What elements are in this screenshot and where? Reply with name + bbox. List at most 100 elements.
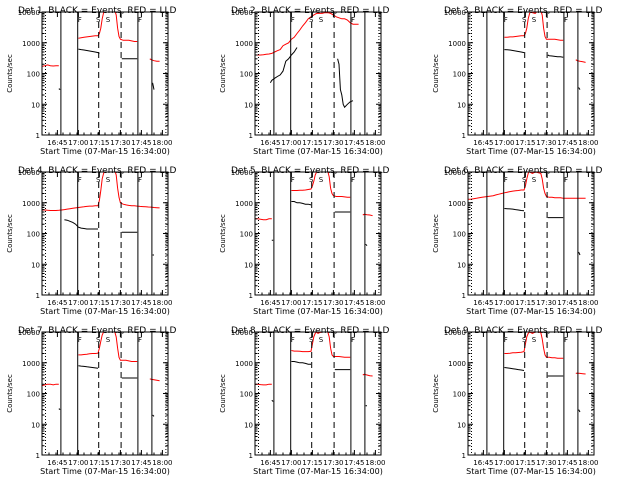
x-tick-label: 17:30 bbox=[110, 139, 130, 147]
x-tick-label: 18:00 bbox=[365, 459, 385, 467]
x-axis-label: Start Time (07-Mar-15 16:34:00) bbox=[40, 147, 170, 156]
y-tick-label: 10000 bbox=[231, 9, 253, 17]
x-tick-label: 17:45 bbox=[344, 299, 364, 307]
events-series bbox=[504, 367, 581, 413]
marker-label: S bbox=[532, 16, 537, 24]
x-tick-label: 16:45 bbox=[260, 459, 280, 467]
x-tick-label: 18:00 bbox=[152, 299, 172, 307]
x-tick-label: 16:45 bbox=[47, 139, 67, 147]
x-tick-label: 17:45 bbox=[557, 139, 577, 147]
y-tick-label: 100 bbox=[240, 391, 253, 399]
x-tick-label: 18:00 bbox=[578, 459, 598, 467]
y-tick-label: 10 bbox=[244, 261, 253, 269]
x-tick-label: 17:45 bbox=[344, 459, 364, 467]
x-tick-label: 17:15 bbox=[89, 459, 109, 467]
y-tick-label: 100 bbox=[453, 391, 466, 399]
lld-series bbox=[42, 332, 160, 387]
y-axis-label: Counts/sec bbox=[432, 374, 440, 413]
x-axis-label: Start Time (07-Mar-15 16:34:00) bbox=[253, 147, 383, 156]
y-tick-label: 1000 bbox=[235, 360, 253, 368]
x-tick-label: 16:45 bbox=[47, 459, 67, 467]
x-tick-label: 18:00 bbox=[152, 459, 172, 467]
marker-label: F bbox=[351, 16, 355, 24]
y-tick-label: 10000 bbox=[444, 169, 466, 177]
x-tick-label: 17:30 bbox=[536, 459, 556, 467]
x-tick-label: 16:45 bbox=[260, 299, 280, 307]
marker-label: S bbox=[532, 176, 537, 184]
y-axis-label: Counts/sec bbox=[432, 214, 440, 253]
x-tick-label: 16:45 bbox=[473, 299, 493, 307]
y-axis-label: Counts/sec bbox=[6, 374, 14, 413]
marker-label: S bbox=[309, 16, 314, 24]
x-tick-label: 17:30 bbox=[323, 299, 343, 307]
x-tick-label: 17:00 bbox=[281, 139, 301, 147]
y-axis-label: Counts/sec bbox=[6, 54, 14, 93]
x-tick-label: 17:45 bbox=[557, 299, 577, 307]
x-tick-label: 18:00 bbox=[152, 139, 172, 147]
y-tick-label: 10 bbox=[31, 421, 40, 429]
y-tick-label: 1 bbox=[36, 132, 40, 140]
marker-label: F bbox=[291, 16, 295, 24]
y-tick-label: 1000 bbox=[448, 200, 466, 208]
marker-label: S bbox=[106, 336, 111, 344]
lld-series bbox=[42, 12, 160, 67]
x-tick-label: 17:45 bbox=[131, 459, 151, 467]
marker-label: S bbox=[96, 176, 101, 184]
y-tick-label: 100 bbox=[27, 391, 40, 399]
events-series bbox=[271, 201, 368, 247]
x-tick-label: 17:15 bbox=[515, 459, 535, 467]
marker-label: F bbox=[291, 176, 295, 184]
x-tick-label: 17:45 bbox=[344, 139, 364, 147]
y-tick-label: 1 bbox=[249, 452, 253, 460]
marker-label: F bbox=[564, 16, 568, 24]
marker-label: S bbox=[319, 336, 324, 344]
y-tick-label: 100 bbox=[240, 71, 253, 79]
marker-label: S bbox=[96, 16, 101, 24]
y-tick-label: 100 bbox=[240, 231, 253, 239]
marker-label: F bbox=[78, 16, 82, 24]
y-tick-label: 1 bbox=[462, 292, 466, 300]
marker-label: S bbox=[106, 176, 111, 184]
y-tick-label: 1000 bbox=[235, 200, 253, 208]
lld-series bbox=[255, 172, 373, 221]
y-tick-label: 1 bbox=[36, 452, 40, 460]
x-tick-label: 18:00 bbox=[365, 139, 385, 147]
marker-label: S bbox=[309, 336, 314, 344]
marker-label: S bbox=[309, 176, 314, 184]
marker-label: F bbox=[504, 176, 508, 184]
x-tick-label: 17:15 bbox=[515, 299, 535, 307]
x-tick-label: 17:15 bbox=[515, 139, 535, 147]
y-tick-label: 1 bbox=[462, 132, 466, 140]
x-tick-label: 18:00 bbox=[578, 139, 598, 147]
x-tick-label: 16:45 bbox=[47, 299, 67, 307]
x-axis-label: Start Time (07-Mar-15 16:34:00) bbox=[253, 307, 383, 316]
x-axis-label: Start Time (07-Mar-15 16:34:00) bbox=[466, 467, 596, 476]
marker-label: S bbox=[319, 176, 324, 184]
marker-label: F bbox=[351, 336, 355, 344]
events-series bbox=[504, 208, 581, 256]
x-tick-label: 17:15 bbox=[302, 139, 322, 147]
x-axis-label: Start Time (07-Mar-15 16:34:00) bbox=[40, 467, 170, 476]
y-axis-label: Counts/sec bbox=[432, 54, 440, 93]
x-tick-label: 16:45 bbox=[260, 139, 280, 147]
y-tick-label: 1 bbox=[462, 452, 466, 460]
y-tick-label: 1000 bbox=[22, 200, 40, 208]
x-tick-label: 17:15 bbox=[89, 299, 109, 307]
panel-title: Det 4, BLACK = Events, RED = LLD bbox=[18, 166, 177, 176]
y-tick-label: 100 bbox=[27, 71, 40, 79]
y-tick-label: 10000 bbox=[444, 9, 466, 17]
y-tick-label: 1 bbox=[249, 132, 253, 140]
y-tick-label: 10000 bbox=[444, 329, 466, 337]
y-tick-label: 1000 bbox=[448, 40, 466, 48]
lld-series bbox=[504, 12, 586, 63]
x-tick-label: 18:00 bbox=[365, 299, 385, 307]
